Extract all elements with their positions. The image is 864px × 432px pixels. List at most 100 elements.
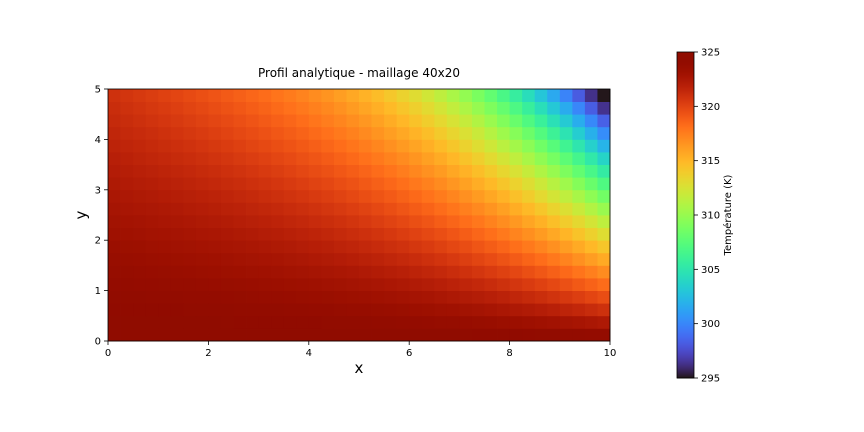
heatmap-cell [572,278,586,291]
heatmap-cell [158,152,172,165]
heatmap-cell [509,189,523,203]
heatmap-cell [308,177,322,191]
heatmap-cell [497,303,510,317]
heatmap-cell [371,126,385,140]
heatmap-cell [459,303,473,317]
heatmap-cell [471,227,485,241]
heatmap-cell [183,177,197,191]
heatmap-cell [296,315,310,329]
colorbar-segment [677,158,694,161]
heatmap-cell [170,89,184,102]
heatmap-cell [308,202,322,216]
colorbar-tick-label: 295 [701,374,720,385]
heatmap-cell [497,89,510,102]
heatmap-cell [145,328,159,342]
heatmap-cell [384,189,398,203]
heatmap-cell [170,114,184,128]
colorbar-segment [677,210,694,213]
heatmap-cell [120,114,134,128]
colorbar-segment [677,286,694,289]
heatmap-cell [509,152,523,165]
heatmap-cell [296,215,310,228]
heatmap-cell [333,126,347,140]
colorbar-tick-label: 310 [701,211,720,222]
colorbar-segment [677,322,694,325]
heatmap-cell [308,265,322,279]
heatmap-cell [283,290,297,304]
colorbar-segment [677,238,694,241]
x-tick-label: 6 [406,348,412,359]
heatmap-cell [446,89,460,102]
y-axis: 0 1 2 3 4 5 [95,85,108,348]
heatmap-cell [233,126,247,140]
heatmap-cell [534,152,548,165]
heatmap-cell [183,152,197,165]
heatmap-cell [246,227,259,241]
heatmap-cell [183,252,197,266]
heatmap-cell [547,303,561,317]
colorbar-segment [677,178,694,181]
heatmap-cell [258,101,272,115]
colorbar-segment [677,124,694,127]
heatmap-cell [271,240,285,254]
heatmap-cell [534,189,548,203]
colorbar-segment [677,254,694,257]
colorbar-segment [677,272,694,275]
heatmap-cell [258,303,272,317]
heatmap-cell [471,189,485,203]
colorbar-segment [677,144,694,147]
heatmap-cell [572,227,586,241]
heatmap-cell [371,315,385,329]
heatmap-cell [183,89,197,102]
heatmap-cell [384,164,398,178]
heatmap-cell [597,164,611,178]
colorbar-segment [677,164,694,167]
heatmap-cell [409,89,423,102]
colorbar-segment [677,150,694,153]
colorbar-segment [677,318,694,321]
heatmap-cell [145,252,159,266]
colorbar-segment [677,280,694,283]
heatmap-cell [183,315,197,329]
heatmap-cell [597,101,611,115]
heatmap-cell [246,290,259,304]
heatmap-cell [584,126,598,140]
colorbar-segment [677,72,694,75]
heatmap-cell [384,278,398,291]
heatmap-cell [271,189,285,203]
heatmap-cell [158,265,172,279]
colorbar-segment [677,242,694,245]
heatmap-cell [233,240,247,254]
heatmap-cell [484,202,498,216]
colorbar-segment [677,304,694,307]
heatmap-cell [534,240,548,254]
heatmap-cell [434,315,448,329]
heatmap-cell [421,152,435,165]
heatmap-cell [321,328,335,342]
heatmap-cell [597,152,611,165]
heatmap-cell [359,152,372,165]
heatmap-cell [409,202,423,216]
heatmap-cell [534,164,548,178]
colorbar-tick-label: 305 [701,265,720,276]
heatmap-cell [471,328,485,342]
heatmap-cell [409,215,423,228]
heatmap-cell [208,265,222,279]
heatmap-cell [547,139,561,153]
heatmap-cell [195,114,209,128]
heatmap-cell [434,328,448,342]
heatmap-cell [246,328,259,342]
x-tick-label: 2 [205,348,211,359]
heatmap-cell [559,126,573,140]
colorbar-segment [677,110,694,113]
heatmap-cell [233,252,247,266]
colorbar-segment [677,340,694,343]
heatmap-cell [108,265,121,279]
heatmap-cell [434,126,448,140]
heatmap-cell [333,315,347,329]
colorbar-segment [677,126,694,129]
heatmap-cell [597,89,611,102]
heatmap-cell [158,227,172,241]
heatmap-cell [346,89,360,102]
colorbar-segment [677,198,694,201]
